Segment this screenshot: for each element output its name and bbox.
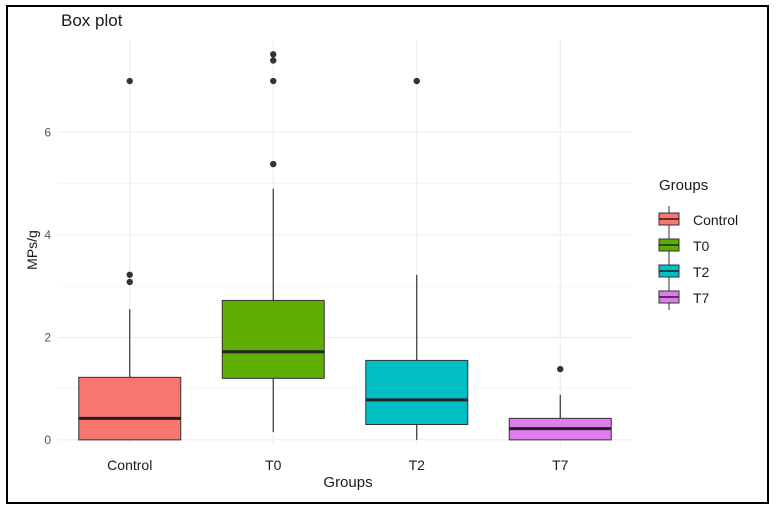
- outlier-point: [270, 51, 277, 58]
- outlier-point: [126, 271, 133, 278]
- legend-label: Control: [693, 212, 738, 228]
- y-tick-label: 4: [44, 228, 51, 242]
- outlier-point: [557, 365, 564, 373]
- outlier-point: [126, 278, 133, 286]
- outlier-point: [270, 77, 277, 85]
- x-tick-label: T0: [265, 457, 282, 473]
- outlier-point: [413, 77, 420, 85]
- x-tick-label: Control: [107, 457, 152, 473]
- x-tick-label: T2: [409, 457, 426, 473]
- y-tick-label: 6: [44, 125, 51, 139]
- outlier-point: [126, 77, 133, 85]
- outlier-point: [270, 57, 277, 64]
- y-tick-label: 0: [44, 433, 51, 447]
- legend-label: T2: [693, 264, 710, 280]
- box-t0: [221, 299, 325, 379]
- outlier-point: [270, 160, 277, 168]
- chart-title: Box plot: [61, 11, 123, 30]
- legend-title: Groups: [659, 177, 709, 194]
- legend-label: T0: [693, 238, 710, 254]
- y-tick-label: 2: [44, 330, 51, 344]
- x-tick-label: T7: [552, 457, 569, 473]
- box-control: [78, 376, 182, 441]
- legend-label: T7: [693, 290, 710, 306]
- x-axis-label: Groups: [323, 474, 373, 491]
- box-t2: [365, 359, 469, 425]
